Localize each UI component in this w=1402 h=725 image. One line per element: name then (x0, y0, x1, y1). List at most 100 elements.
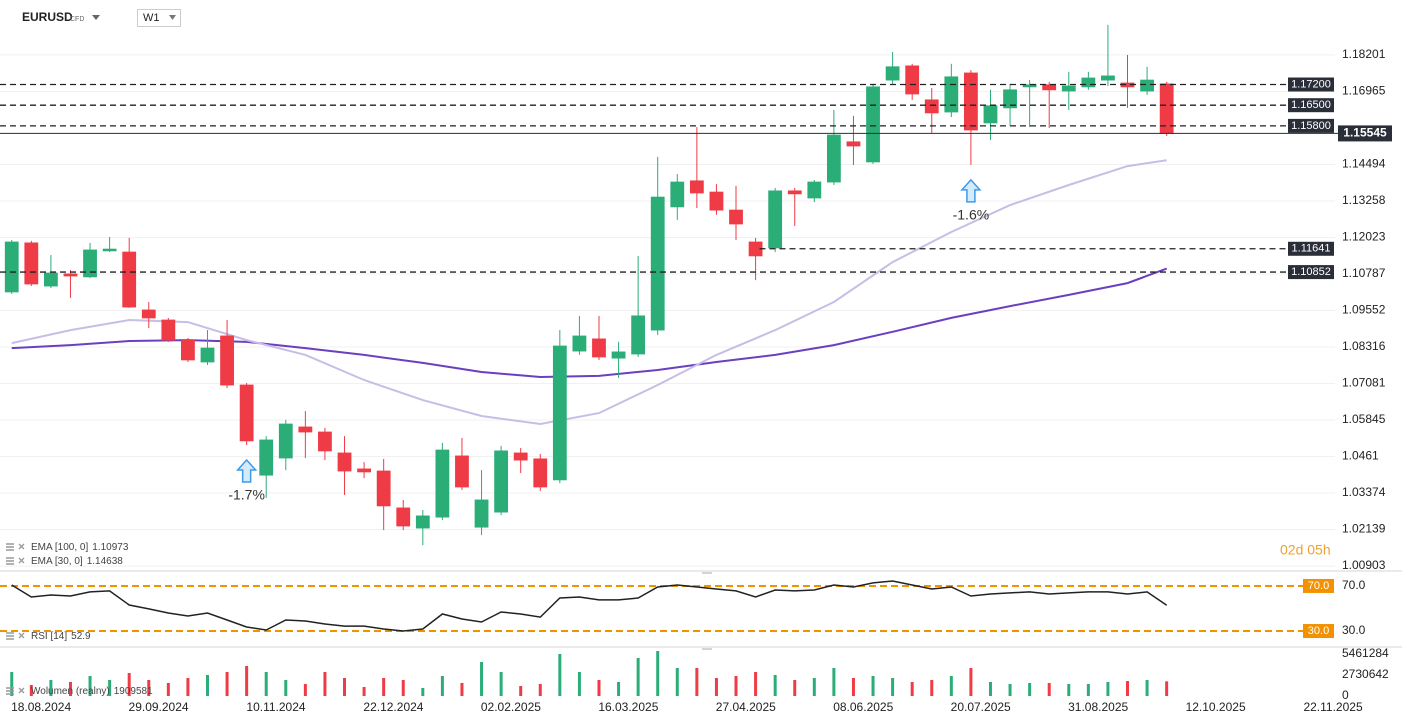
x-tick-label: 08.06.2025 (833, 700, 893, 714)
candle-body (102, 248, 117, 252)
level-label: 1.17200 (1291, 78, 1331, 90)
volume-bar (812, 677, 816, 696)
candle-body (1140, 79, 1154, 92)
volume-bar (969, 667, 973, 696)
candle-body (924, 99, 939, 114)
legend-entry: EMA [30, 0] 1.14638 (31, 556, 123, 567)
legend-close (18, 543, 25, 550)
interval-caret[interactable] (169, 15, 176, 20)
legend-icon (6, 557, 14, 565)
y-tick-label: 2730642 (1342, 667, 1389, 681)
volume-bar (49, 680, 53, 696)
candle-body (4, 241, 19, 293)
y-tick-label: 1.07081 (1342, 376, 1386, 390)
candle-body (592, 338, 606, 358)
ema-line (11, 159, 1167, 426)
volume-bar (1126, 681, 1130, 696)
volume-bar (558, 654, 562, 696)
legend-icon (6, 543, 14, 551)
volume-bar (1165, 681, 1169, 696)
volume-bar (793, 680, 797, 696)
legend-value: 1909581 (114, 686, 153, 697)
level-box (1288, 98, 1334, 113)
signal-label: -1.7% (228, 487, 265, 503)
volume-bar (343, 677, 347, 696)
volume-bar (127, 672, 131, 696)
volume-bar (10, 671, 14, 696)
volume-bar (832, 667, 836, 696)
candle-body (709, 191, 724, 211)
y-tick-label: 0 (1342, 688, 1349, 702)
rsi-line (11, 580, 1168, 632)
candle-body (1081, 77, 1096, 88)
volume-bar (362, 687, 366, 696)
y-tick-label: 1.00903 (1342, 558, 1386, 572)
candle-body (357, 468, 371, 473)
level-box (1288, 77, 1334, 92)
volume-bar (401, 680, 405, 696)
symbol[interactable]: EURUSD (22, 10, 73, 24)
x-tick-label: 10.11.2024 (246, 700, 305, 714)
candle-body (83, 249, 97, 278)
y-tick-label: 1.09552 (1342, 303, 1386, 317)
candle-body (220, 335, 234, 386)
candle-body (787, 190, 802, 195)
volume-bar (597, 680, 601, 696)
legend-entry: RSI [14] 52.9 (31, 631, 91, 642)
legend-icon (6, 687, 14, 695)
candle-body (318, 431, 332, 452)
candle-body (200, 347, 215, 363)
x-tick-label: 20.07.2025 (951, 700, 1011, 714)
last-price-box (1338, 125, 1392, 142)
candle-body (474, 499, 489, 528)
candle-body (298, 426, 313, 433)
level-label: 30.0 (1308, 625, 1329, 637)
legend-name: EMA [30, 0] (31, 556, 83, 567)
volume-bar (1028, 683, 1032, 696)
volume-bar (949, 675, 953, 696)
candle-body (1042, 84, 1057, 91)
volume-bar (284, 680, 288, 696)
volume-bar (656, 651, 660, 696)
candle-body (846, 141, 861, 147)
legend-value: 1.14638 (87, 556, 124, 567)
interval[interactable]: W1 (143, 12, 160, 24)
signal-arrow (235, 458, 258, 483)
volume-bar (910, 682, 914, 696)
legend-name: Wolumen (realny) (31, 686, 110, 697)
volume-bar (29, 685, 33, 696)
volume-bar (636, 658, 640, 696)
legend-name: RSI [14] (31, 631, 67, 642)
x-tick-label: 22.12.2024 (363, 700, 423, 714)
symbol-caret[interactable] (92, 15, 100, 20)
level-label: 1.10852 (1291, 266, 1331, 278)
candle-body (866, 86, 880, 163)
volume-bar (68, 682, 72, 696)
candle-body (415, 515, 430, 529)
volume-bar (1106, 682, 1110, 696)
y-tick-label: 1.13258 (1342, 193, 1386, 207)
volume-bar (714, 677, 718, 696)
candle-body (631, 315, 646, 355)
candle-body (572, 335, 587, 352)
candle-body (376, 470, 391, 507)
interval-box[interactable] (137, 9, 181, 27)
y-tick-label: 1.08316 (1342, 339, 1386, 353)
candle-body (1022, 84, 1037, 88)
volume-bar (108, 680, 112, 696)
volume-bar (421, 688, 425, 696)
volume-bar (675, 667, 679, 696)
signal-arrow (960, 178, 982, 203)
y-tick-label: 1.16965 (1342, 84, 1386, 98)
volume-bar (499, 671, 503, 696)
y-tick-label: 5461284 (1342, 646, 1389, 660)
candle-body (494, 450, 509, 513)
y-tick-label: 30.0 (1342, 623, 1366, 637)
candle-body (768, 190, 783, 249)
volume-bar (773, 674, 777, 696)
volume-bar (538, 684, 542, 696)
volume-bar (1145, 680, 1149, 696)
y-tick-label: 1.05845 (1342, 412, 1386, 426)
y-tick-label: 1.03374 (1342, 485, 1386, 499)
level-box (1303, 578, 1334, 593)
